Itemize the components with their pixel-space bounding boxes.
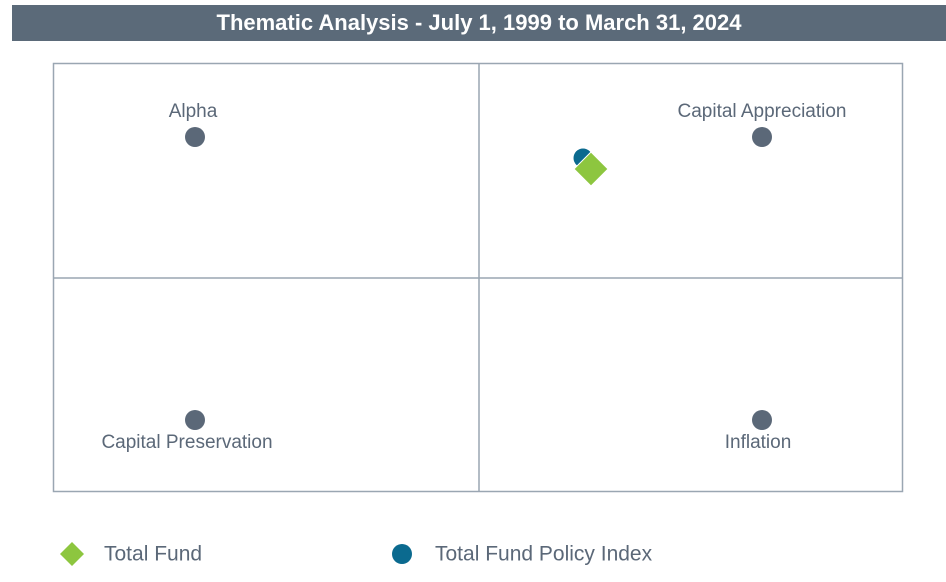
title: Thematic Analysis - July 1, 1999 to Marc… xyxy=(217,10,743,35)
legend-label: Total Fund xyxy=(104,543,202,566)
legend-label: Total Fund Policy Index xyxy=(435,543,653,566)
anchor-dot xyxy=(752,410,772,430)
anchor-dot xyxy=(185,410,205,430)
total-fund-marker xyxy=(573,151,609,187)
quadrant-label: Alpha xyxy=(169,101,218,122)
legend-marker xyxy=(392,544,412,564)
quadrant-label: Capital Preservation xyxy=(101,432,272,453)
title-bar xyxy=(12,5,946,41)
quadrant-label: Capital Appreciation xyxy=(678,101,847,122)
quadrant-label: Inflation xyxy=(725,432,792,453)
anchor-dot xyxy=(752,127,772,147)
legend-marker xyxy=(60,542,84,566)
anchor-dot xyxy=(185,127,205,147)
